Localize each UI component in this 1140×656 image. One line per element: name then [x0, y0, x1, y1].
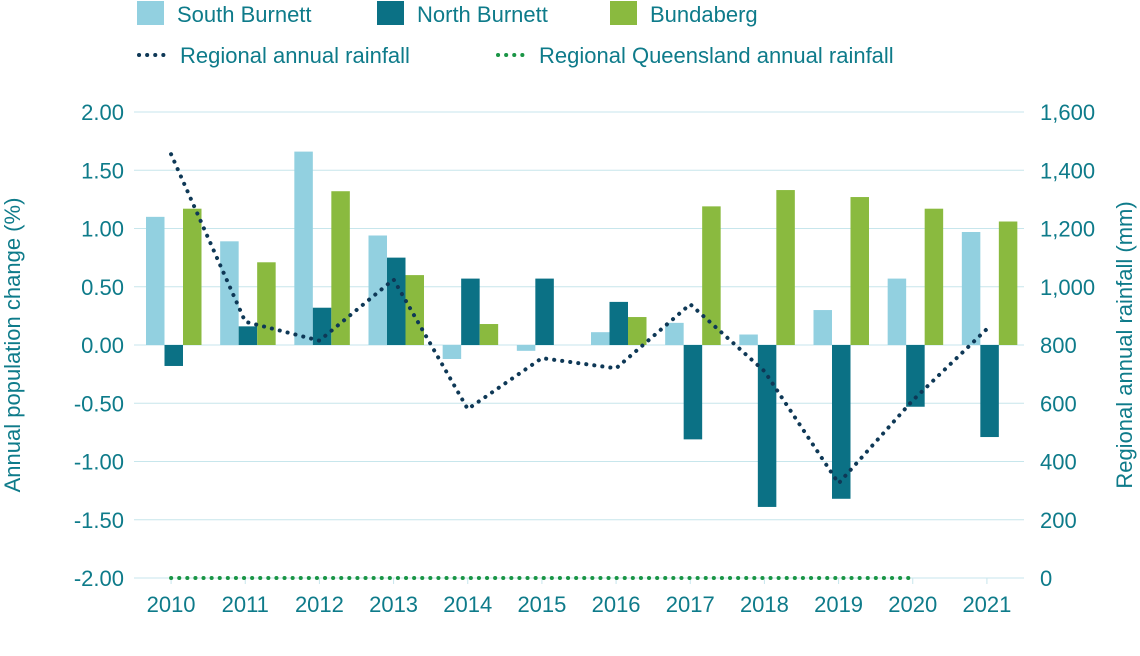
- bar-south-burnett: [887, 278, 907, 345]
- x-tick-label: 2016: [592, 592, 641, 617]
- legend-swatch: [137, 1, 164, 25]
- bar-south-burnett: [368, 235, 387, 345]
- bar-north-burnett: [312, 307, 332, 345]
- bar-south-burnett: [220, 241, 239, 345]
- bar-bundaberg: [998, 221, 1018, 345]
- bar-bundaberg: [331, 191, 350, 345]
- bar-bundaberg: [924, 208, 944, 345]
- y-tick-label: 1.00: [81, 217, 124, 242]
- y-axis-title: Annual population change (%): [0, 198, 25, 493]
- y2-tick-label: 200: [1040, 508, 1077, 533]
- bar-south-burnett: [294, 151, 313, 345]
- line-regional-annual-rainfall: [169, 152, 989, 487]
- bar-north-burnett: [535, 278, 554, 345]
- y-tick-label: 0.00: [81, 333, 124, 358]
- bar-south-burnett: [739, 334, 758, 345]
- legend-label: North Burnett: [417, 2, 548, 27]
- x-tick-label: 2019: [814, 592, 863, 617]
- y-tick-label: 2.00: [81, 100, 124, 125]
- bar-bundaberg: [628, 317, 647, 345]
- bar-bundaberg: [257, 262, 276, 345]
- bar-north-burnett: [683, 345, 703, 440]
- y-tick-label: -0.50: [74, 391, 124, 416]
- bar-north-burnett: [980, 345, 999, 438]
- legend-label: Bundaberg: [650, 2, 758, 27]
- y2-tick-label: 1,000: [1040, 275, 1095, 300]
- y-tick-label: 0.50: [81, 275, 124, 300]
- legend-swatch: [610, 1, 637, 25]
- bar-north-burnett: [164, 345, 183, 366]
- x-tick-label: 2011: [222, 592, 269, 617]
- bar-south-burnett: [591, 332, 610, 345]
- bar-bundaberg: [479, 324, 499, 345]
- bar-south-burnett: [146, 216, 165, 345]
- y-tick-label: -1.00: [74, 450, 124, 475]
- bar-north-burnett: [832, 345, 851, 499]
- bar-bundaberg: [183, 208, 202, 345]
- x-tick-label: 2021: [962, 592, 1011, 617]
- x-tick-label: 2018: [740, 592, 789, 617]
- y2-tick-label: 1,400: [1040, 158, 1095, 183]
- x-tick-label: 2012: [295, 592, 344, 617]
- bar-bundaberg: [776, 190, 795, 345]
- bar-south-burnett: [516, 345, 536, 351]
- legend-label: Regional annual rainfall: [180, 43, 410, 68]
- bar-north-burnett: [387, 257, 406, 345]
- bar-south-burnett: [442, 345, 462, 359]
- x-tick-label: 2014: [443, 592, 492, 617]
- y2-tick-label: 1,200: [1040, 217, 1095, 242]
- x-tick-label: 2013: [369, 592, 418, 617]
- bar-bundaberg: [405, 275, 424, 345]
- x-tick-label: 2017: [666, 592, 715, 617]
- x-tick-label: 2020: [888, 592, 937, 617]
- y-tick-label: 1.50: [81, 158, 124, 183]
- legend-label: South Burnett: [177, 2, 312, 27]
- y2-tick-label: 800: [1040, 333, 1077, 358]
- y2-axis-title: Regional annual rainfall (mm): [1112, 201, 1137, 488]
- bar-bundaberg: [850, 197, 869, 345]
- x-tick-label: 2015: [517, 592, 566, 617]
- bar-south-burnett: [961, 231, 981, 345]
- y2-tick-label: 1,600: [1040, 100, 1095, 125]
- bar-bundaberg: [702, 206, 721, 345]
- legend-swatch: [377, 1, 404, 25]
- bar-south-burnett: [665, 322, 684, 345]
- y2-tick-label: 400: [1040, 450, 1077, 475]
- bar-north-burnett: [238, 326, 258, 345]
- y2-tick-label: 600: [1040, 391, 1077, 416]
- y2-tick-label: 0: [1040, 566, 1052, 591]
- y-tick-label: -2.00: [74, 566, 124, 591]
- bar-north-burnett: [757, 345, 777, 507]
- x-tick-label: 2010: [147, 592, 196, 617]
- legend-label: Regional Queensland annual rainfall: [539, 43, 894, 68]
- bar-north-burnett: [609, 301, 628, 345]
- bar-north-burnett: [461, 278, 480, 345]
- y-tick-label: -1.50: [74, 508, 124, 533]
- bar-south-burnett: [813, 310, 832, 345]
